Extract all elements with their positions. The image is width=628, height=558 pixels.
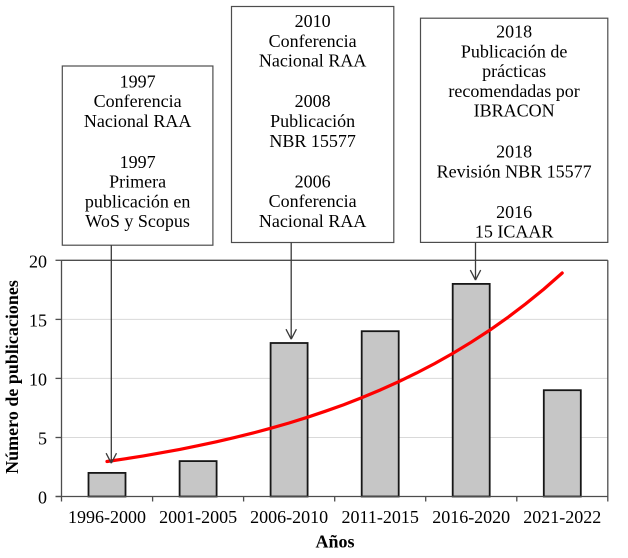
svg-text:2011-2015: 2011-2015: [342, 507, 419, 527]
svg-text:Revisión NBR 15577: Revisión NBR 15577: [437, 161, 592, 181]
svg-text:2021-2022: 2021-2022: [523, 507, 601, 527]
svg-text:5: 5: [38, 429, 47, 449]
svg-text:0: 0: [38, 488, 47, 508]
svg-text:2018: 2018: [496, 22, 532, 42]
svg-text:recomendadas por: recomendadas por: [448, 81, 579, 101]
svg-text:publicación en: publicación en: [85, 191, 190, 211]
svg-text:NBR 15577: NBR 15577: [269, 131, 356, 151]
svg-text:2006-2010: 2006-2010: [250, 507, 328, 527]
svg-text:Nacional RAA: Nacional RAA: [84, 111, 191, 131]
svg-text:Años: Años: [315, 532, 354, 552]
svg-text:20: 20: [29, 251, 47, 271]
svg-text:Publicación: Publicación: [270, 111, 355, 131]
svg-text:15 ICAAR: 15 ICAAR: [475, 222, 554, 242]
svg-text:Conferencia: Conferencia: [94, 91, 182, 111]
svg-text:Primera: Primera: [109, 172, 166, 192]
svg-text:WoS y Scopus: WoS y Scopus: [85, 211, 190, 231]
svg-text:1996-2000: 1996-2000: [68, 507, 146, 527]
svg-text:prácticas: prácticas: [482, 61, 546, 81]
svg-text:2006: 2006: [295, 171, 331, 191]
svg-text:2008: 2008: [295, 91, 331, 111]
svg-text:Conferencia: Conferencia: [269, 31, 357, 51]
svg-text:1997: 1997: [120, 71, 156, 91]
svg-text:Número de publicaciones: Número de publicaciones: [2, 280, 22, 474]
svg-text:Nacional RAA: Nacional RAA: [259, 51, 366, 71]
svg-text:Conferencia: Conferencia: [269, 191, 357, 211]
svg-text:2016: 2016: [496, 202, 532, 222]
svg-text:2010: 2010: [295, 11, 331, 31]
svg-text:15: 15: [29, 310, 47, 330]
svg-text:2001-2005: 2001-2005: [159, 507, 237, 527]
svg-text:1997: 1997: [120, 152, 156, 172]
svg-text:2016-2020: 2016-2020: [432, 507, 510, 527]
svg-text:Publicación de: Publicación de: [461, 41, 567, 61]
svg-text:10: 10: [29, 369, 47, 389]
svg-text:2018: 2018: [496, 142, 532, 162]
svg-text:Nacional RAA: Nacional RAA: [259, 211, 366, 231]
svg-text:IBRACON: IBRACON: [474, 101, 555, 121]
